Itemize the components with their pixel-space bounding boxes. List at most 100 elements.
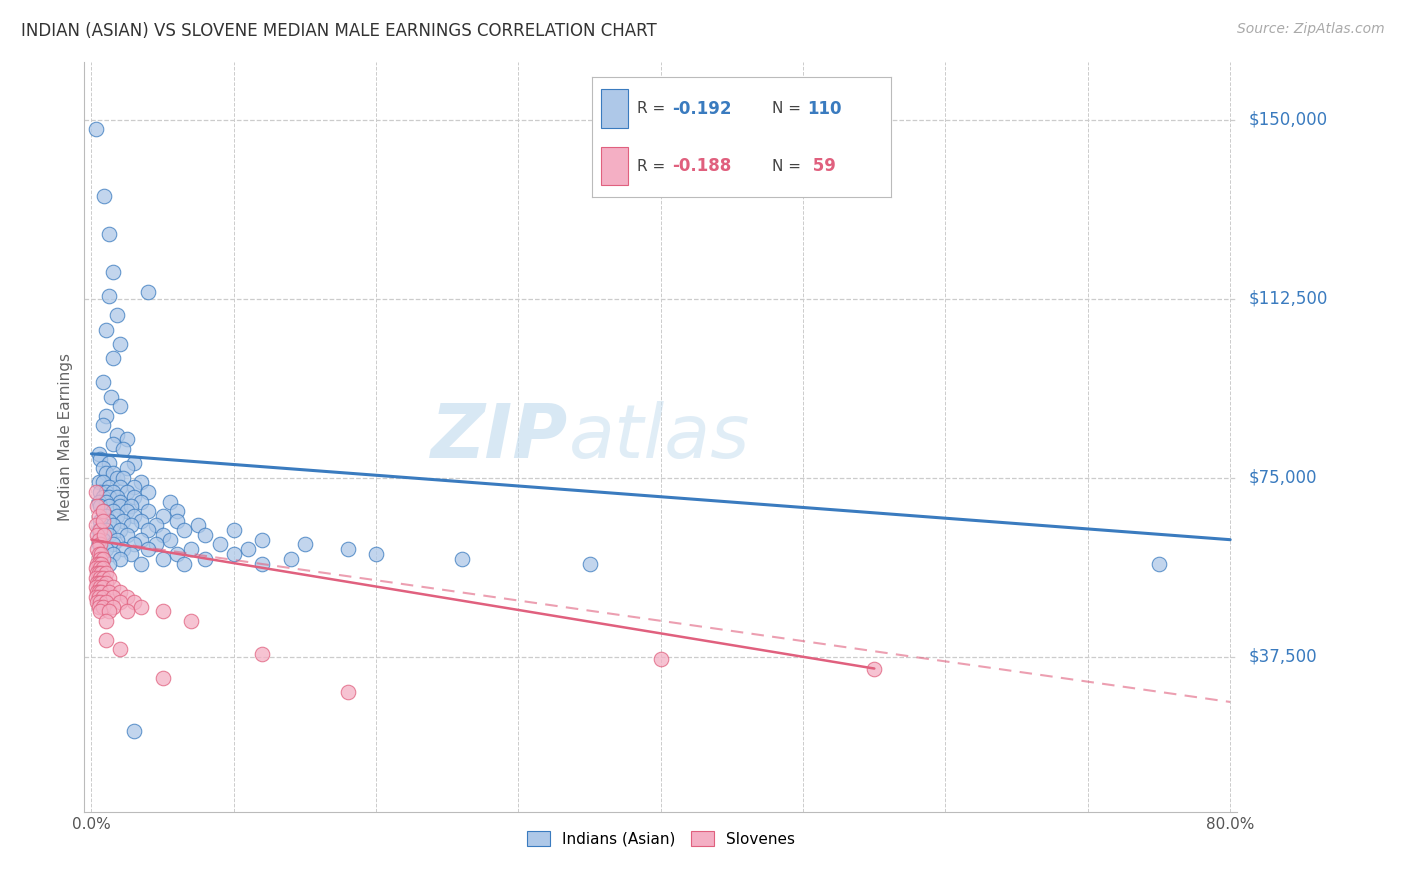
Point [89,581,111,595]
Point [105,533,128,547]
Point [94,632,117,647]
Point [863,661,886,675]
Point [129,599,152,614]
Text: $37,500: $37,500 [1249,648,1317,665]
Point [252,647,274,661]
Point [94,409,117,423]
Text: $112,500: $112,500 [1249,290,1327,308]
Point [97,514,120,528]
Point [115,528,138,542]
Point [91,461,114,475]
Text: atlas: atlas [568,401,749,473]
Point [108,494,131,508]
Point [108,337,131,351]
Point [86,566,108,580]
Point [94,508,117,523]
Point [194,528,217,542]
Point [87,533,110,547]
Point [129,557,152,571]
Point [86,500,108,514]
Point [180,542,202,557]
Point [93,189,115,203]
Point [97,490,120,504]
Point [87,537,110,551]
Point [108,642,131,657]
Point [129,475,152,490]
Point [111,542,134,557]
Point [180,614,202,628]
Text: $75,000: $75,000 [1249,468,1317,487]
Point [101,518,124,533]
Point [208,537,231,551]
Point [122,490,145,504]
Point [129,494,152,508]
Point [650,652,672,666]
Point [91,418,114,433]
Point [93,528,115,542]
Point [97,571,120,585]
Point [91,599,114,614]
Point [108,399,131,413]
Point [89,537,111,551]
Point [89,523,111,537]
Point [138,485,160,500]
Point [87,494,110,508]
Point [108,595,131,609]
Point [86,595,108,609]
Point [100,390,122,404]
Text: INDIAN (ASIAN) VS SLOVENE MEDIAN MALE EARNINGS CORRELATION CHART: INDIAN (ASIAN) VS SLOVENE MEDIAN MALE EA… [21,22,657,40]
Point [173,523,195,537]
Point [129,533,152,547]
Point [138,542,160,557]
Point [90,547,112,561]
Point [91,571,114,585]
Point [222,523,245,537]
Point [120,518,142,533]
Point [252,533,274,547]
Point [94,323,117,337]
Point [86,542,108,557]
Point [115,504,138,518]
Point [86,585,108,599]
Point [86,557,108,571]
Point [152,508,174,523]
Point [94,542,117,557]
Point [91,551,114,566]
Point [86,528,108,542]
Point [138,504,160,518]
Point [122,595,145,609]
Point [91,590,114,604]
Point [105,427,128,442]
Point [94,575,117,590]
Point [280,551,302,566]
Point [91,551,114,566]
Point [101,581,124,595]
Point [90,575,112,590]
Point [94,494,117,508]
Point [159,533,181,547]
Point [105,508,128,523]
Point [91,504,114,518]
Text: ZIP: ZIP [432,401,568,474]
Point [101,590,124,604]
Point [101,537,124,551]
Point [87,508,110,523]
Point [222,547,245,561]
Point [90,585,112,599]
Point [87,585,110,599]
Point [87,475,110,490]
Text: $150,000: $150,000 [1249,111,1327,128]
Point [120,500,142,514]
Point [122,508,145,523]
Point [336,685,359,699]
Point [97,227,120,242]
Point [97,500,120,514]
Point [450,551,472,566]
Point [115,433,138,447]
Point [101,265,124,279]
Point [91,533,114,547]
Point [87,575,110,590]
Point [129,514,152,528]
Point [87,590,110,604]
Point [87,447,110,461]
